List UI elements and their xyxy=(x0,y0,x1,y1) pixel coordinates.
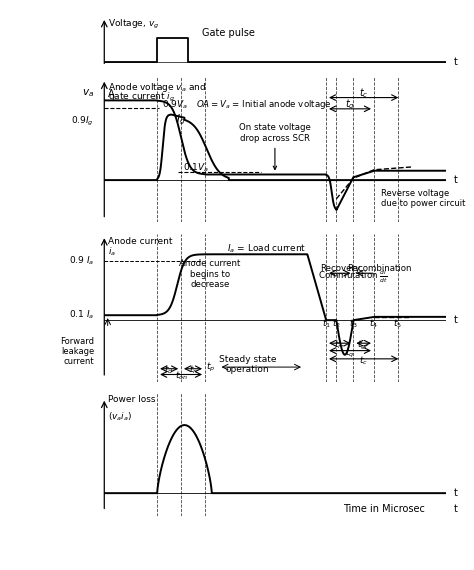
Text: $t_c$: $t_c$ xyxy=(359,355,368,367)
Text: Recovery: Recovery xyxy=(319,264,360,273)
Text: Reverse voltage
due to power circuit: Reverse voltage due to power circuit xyxy=(381,189,465,209)
Text: $0.9I_g$: $0.9I_g$ xyxy=(71,115,94,128)
Text: $t_r$: $t_r$ xyxy=(189,364,197,376)
Text: Forward
leakage
current: Forward leakage current xyxy=(60,336,94,367)
Text: $t_{gr}$: $t_{gr}$ xyxy=(357,339,370,352)
Text: Commutation $\frac{di}{dt}$: Commutation $\frac{di}{dt}$ xyxy=(318,268,387,285)
Text: gate current $i_g$: gate current $i_g$ xyxy=(108,91,175,104)
Text: A: A xyxy=(108,89,114,99)
Text: Anode current: Anode current xyxy=(108,237,172,246)
Text: $t_3$: $t_3$ xyxy=(349,317,358,330)
Text: Voltage, $v_g$: Voltage, $v_g$ xyxy=(108,18,159,31)
Text: $0.9\ I_a$: $0.9\ I_a$ xyxy=(69,255,94,267)
Text: t: t xyxy=(454,57,458,67)
Text: $t_1$: $t_1$ xyxy=(321,317,331,330)
Text: Gate pulse: Gate pulse xyxy=(201,28,255,38)
Text: $0.1V_a$: $0.1V_a$ xyxy=(183,162,209,174)
Text: $0.9V_a$: $0.9V_a$ xyxy=(162,99,188,111)
Text: $t_{on}$: $t_{on}$ xyxy=(174,369,188,382)
Text: $0.1\ I_a$: $0.1\ I_a$ xyxy=(69,309,94,321)
Text: $I_a$ = Load current: $I_a$ = Load current xyxy=(227,243,307,255)
Text: $t_q$: $t_q$ xyxy=(346,347,355,360)
Text: Time in Microsec: Time in Microsec xyxy=(343,504,425,514)
Text: $I_g$: $I_g$ xyxy=(176,112,185,127)
Text: t: t xyxy=(454,315,458,325)
Text: $OA = V_a$ = Initial anode voltage: $OA = V_a$ = Initial anode voltage xyxy=(196,99,332,111)
Text: $v_a$: $v_a$ xyxy=(82,88,94,99)
Text: $t_2$: $t_2$ xyxy=(332,317,341,330)
Text: t: t xyxy=(454,488,458,498)
Text: ($v_a i_a$): ($v_a i_a$) xyxy=(108,410,132,423)
Text: $i_a$: $i_a$ xyxy=(108,245,116,258)
Text: On state voltage
drop across SCR: On state voltage drop across SCR xyxy=(239,123,311,169)
Text: Anode current
begins to
decrease: Anode current begins to decrease xyxy=(179,259,241,289)
Text: $t_d$: $t_d$ xyxy=(164,364,174,376)
Text: $t_5$: $t_5$ xyxy=(393,317,402,330)
Text: $t_4$: $t_4$ xyxy=(369,317,378,330)
Text: t: t xyxy=(454,175,458,185)
Text: $t_{rr}$: $t_{rr}$ xyxy=(334,339,345,351)
Text: Recombination: Recombination xyxy=(347,264,411,273)
Text: $t_q$: $t_q$ xyxy=(345,97,355,112)
Text: Power loss: Power loss xyxy=(108,395,155,404)
Text: Steady state
operation: Steady state operation xyxy=(219,355,276,374)
Text: Anode voltage $v_a$ and: Anode voltage $v_a$ and xyxy=(108,81,206,93)
Text: t: t xyxy=(454,504,458,514)
Text: $t_p$: $t_p$ xyxy=(206,361,215,374)
Text: $t_c$: $t_c$ xyxy=(359,86,368,100)
